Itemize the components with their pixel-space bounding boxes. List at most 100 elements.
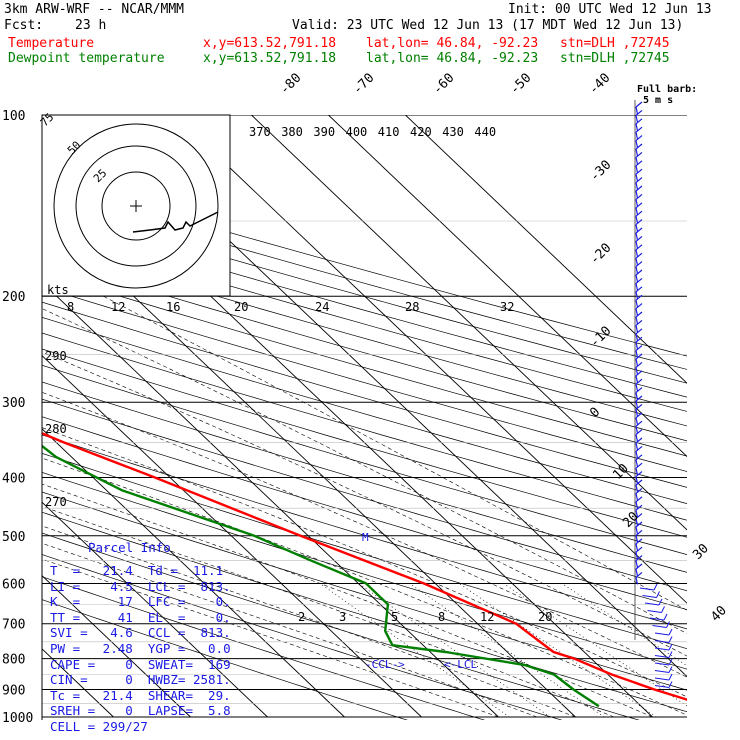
dewpoint-profile (42, 444, 600, 708)
wind-barb-staff (635, 308, 639, 316)
wind-barb-flag (635, 135, 643, 142)
wind-barb-staff (649, 617, 665, 621)
wind-barb-staff (644, 602, 660, 606)
wind-barb-flag (635, 210, 643, 217)
wind-barb-flag (635, 395, 643, 402)
legend-dewpoint-name: Dewpoint temperature (8, 51, 165, 66)
pressure-tick-label: 100 (2, 109, 25, 124)
wind-barb (635, 563, 643, 577)
theta-label: 270 (45, 495, 67, 509)
wind-barb-staff (635, 249, 639, 257)
wind-barb-staff (635, 493, 639, 501)
temperature-tick-label: 0 (587, 405, 603, 421)
wind-barb (635, 403, 643, 417)
parcel-info-title: Parcel Info (88, 540, 171, 555)
wind-barb-flag (668, 636, 673, 643)
wind-barb-flag (635, 202, 643, 209)
wind-barb (635, 487, 643, 501)
parcel-info-row: CIN = 0 HWBZ= 2581. (50, 672, 231, 688)
wind-barb (635, 361, 643, 375)
wind-barb (635, 378, 643, 392)
wind-barb (635, 101, 643, 115)
wind-barb-staff (654, 685, 670, 688)
wind-barb (654, 666, 673, 673)
wind-barb (635, 244, 643, 257)
wind-barb (635, 471, 643, 484)
wind-barb-flag (635, 227, 643, 234)
wind-barb-flag (635, 529, 643, 536)
wind-barb-staff (635, 241, 639, 249)
dry-adiabat-line (42, 203, 687, 384)
temperature-tick-label: -60 (430, 71, 457, 98)
wind-barb-flag (668, 628, 673, 636)
wind-barb-staff (635, 199, 639, 207)
wind-barb-staff (635, 148, 639, 157)
wind-barb-flag (635, 244, 643, 251)
wind-barb (654, 643, 673, 651)
wind-barb-flag (635, 219, 643, 226)
wind-barb-flag (668, 666, 673, 673)
wind-barb-flag (666, 621, 670, 628)
wind-barb-staff (635, 283, 639, 291)
wind-barb-staff (635, 182, 639, 190)
wind-barb-flag (635, 437, 643, 444)
wind-barb (635, 328, 643, 341)
wind-barb-staff (635, 392, 639, 400)
wind-barb-flag (635, 303, 643, 310)
wind-barb (635, 412, 643, 425)
theta-e-label: 420 (410, 125, 432, 139)
wind-barb-flag (635, 269, 643, 276)
wind-barb-staff (635, 258, 639, 266)
pressure-tick-label: 800 (2, 653, 25, 668)
parcel-info-row: T = 21.4 Td = 11.1 (50, 563, 224, 578)
wind-barb-staff (635, 274, 639, 283)
wind-barb (635, 420, 643, 434)
wind-barb (649, 613, 668, 621)
isotherm-line (42, 428, 345, 718)
wind-barb (635, 454, 643, 467)
pressure-tick-label: 300 (2, 396, 25, 411)
hodograph-speed-label: kts (47, 283, 69, 297)
wind-barb-staff (635, 106, 639, 115)
wind-barb-flag (635, 454, 643, 461)
wind-barb-staff (639, 587, 655, 591)
wind-barb (635, 118, 643, 131)
wind-barb (635, 395, 643, 409)
wind-barb-flag (635, 487, 643, 494)
wind-barb (635, 345, 643, 358)
wind-barb (635, 151, 643, 165)
wind-barb (635, 437, 643, 451)
wind-barb (635, 513, 643, 526)
mixing-ratio-label: 2 (298, 610, 305, 624)
wind-barb (635, 160, 643, 173)
dry-adiabat-line (42, 554, 563, 720)
wind-barb-flag (661, 606, 665, 613)
wind-barb-flag (635, 109, 643, 116)
wind-barb-flag (635, 429, 643, 436)
temperature-profile (42, 431, 687, 701)
hodograph-speed-label: 8 (67, 300, 74, 314)
wind-barb-staff (635, 216, 639, 224)
pressure-tick-label: 1000 (2, 711, 33, 726)
dry-adiabat-line (42, 511, 687, 713)
wind-barb-flag (635, 445, 643, 452)
dry-adiabat-line (42, 381, 687, 573)
wind-barb (635, 387, 643, 400)
wind-barb-staff (635, 560, 639, 568)
wind-barb (635, 277, 643, 291)
isotherm-line (42, 501, 268, 718)
wind-barb-flag (635, 546, 643, 553)
wind-barb (635, 571, 643, 585)
dry-adiabat-line (42, 576, 486, 720)
dry-adiabat-line (42, 257, 687, 442)
wind-barb (635, 538, 643, 551)
hodograph-speed-label: 16 (166, 300, 180, 314)
wind-barb-flag (635, 311, 643, 318)
wind-barb (654, 628, 673, 636)
wind-barb (635, 479, 643, 493)
wind-barb-flag (635, 504, 643, 511)
temperature-tick-label: -50 (507, 71, 534, 98)
dry-adiabat-line (42, 230, 687, 412)
mixing-ratio-line (409, 583, 605, 718)
